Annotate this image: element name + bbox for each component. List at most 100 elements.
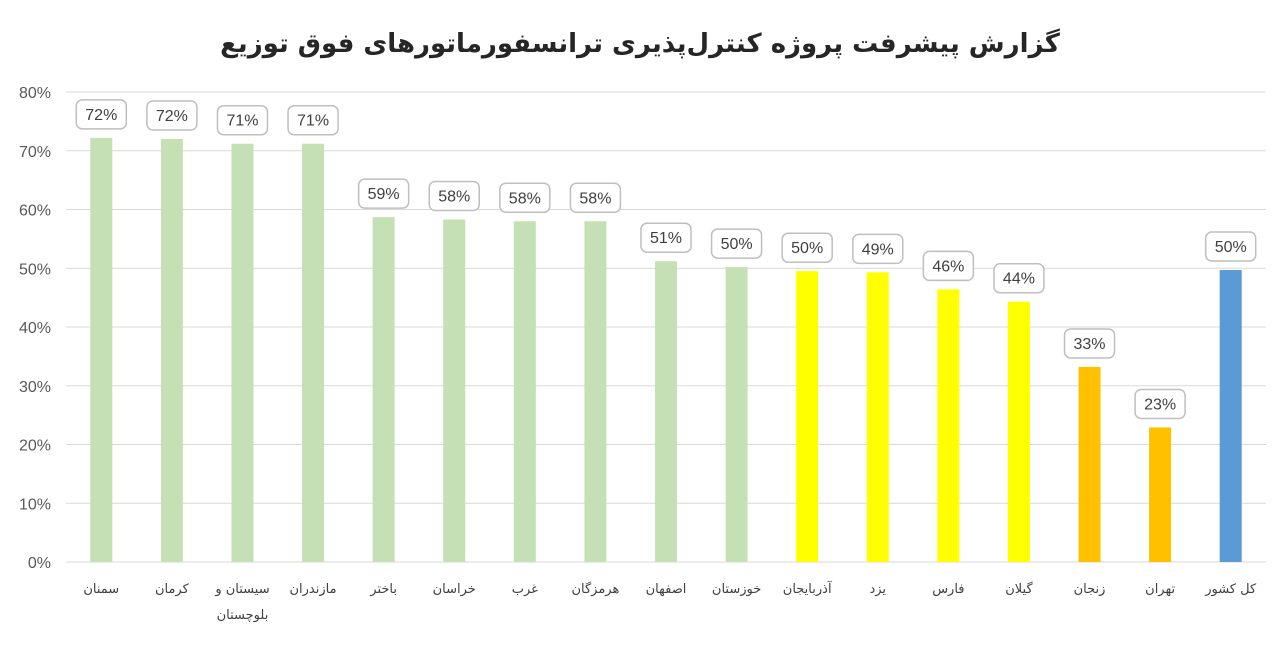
data-label-text: 23% [1144, 396, 1176, 413]
data-label: 50% [710, 228, 763, 259]
data-label: 51% [640, 222, 692, 253]
data-label-text: 44% [1003, 271, 1035, 288]
data-label-box [640, 222, 692, 253]
data-label-text: 59% [368, 186, 400, 203]
chart-title: گزارش پیشرفت پروژه کنترل‌پذیری ترانسفورم… [220, 28, 1061, 59]
data-label-box [146, 100, 198, 131]
data-label: 58% [428, 180, 480, 212]
data-label-box [1063, 328, 1116, 359]
x-category-label: یزد [869, 582, 886, 597]
data-label-box [781, 232, 833, 263]
data-label-box [357, 178, 410, 209]
y-tick-label: 30% [19, 379, 51, 396]
x-category-label: فارس [932, 582, 964, 597]
data-label-box [75, 99, 128, 130]
bar [937, 289, 960, 562]
data-label-box [216, 104, 269, 136]
data-label-text: 50% [1215, 239, 1247, 256]
data-label-text: 71% [226, 113, 258, 130]
x-category-label: خراسان [433, 582, 476, 597]
data-label: 23% [1134, 388, 1186, 420]
x-category-label: تهران [1145, 582, 1175, 597]
data-label: 71% [287, 104, 339, 136]
data-label-text: 72% [85, 107, 117, 124]
data-label: 49% [852, 233, 904, 265]
bar [231, 143, 254, 562]
x-category-label: گیلان [1005, 581, 1033, 597]
data-label-box [287, 104, 339, 136]
data-label-text: 72% [156, 108, 188, 125]
data-label-text: 46% [932, 258, 964, 275]
data-label-text: 58% [438, 188, 470, 205]
bar [372, 217, 395, 562]
data-label-box [710, 228, 763, 259]
bar [1219, 270, 1242, 562]
data-label: 33% [1063, 328, 1116, 359]
bar [584, 221, 607, 562]
bar [443, 219, 466, 563]
data-label: 46% [922, 250, 975, 282]
data-label-text: 49% [862, 241, 894, 258]
y-tick-label: 40% [19, 320, 51, 337]
y-axis-ticks: 0% 10% 20% 30% 40% 50% 60% 70% 80% [19, 85, 51, 572]
x-category-label: هرمزگان [571, 581, 619, 597]
bars [90, 137, 1242, 563]
data-label-box [428, 180, 480, 212]
bar [90, 137, 113, 562]
y-tick-label: 80% [19, 85, 51, 102]
bar [302, 143, 325, 562]
bar [655, 261, 677, 562]
x-category-label: سمنان [83, 582, 119, 597]
data-label: 59% [357, 178, 410, 209]
data-label: 58% [499, 182, 551, 213]
y-tick-label: 70% [19, 144, 51, 161]
data-label-text: 71% [297, 113, 329, 130]
x-category-label: سیستان و بلوچستان [214, 582, 269, 623]
x-category-label: اصفهان [646, 582, 687, 597]
data-label-text: 50% [721, 236, 753, 253]
bar [725, 267, 748, 562]
data-label: 50% [781, 232, 833, 263]
data-label: 50% [1204, 231, 1257, 262]
data-label-box [569, 182, 622, 213]
data-labels: 72% 72% 71% 71% 59% 58% 58% 58% 51% 50% 50% 49% 46% 4… [75, 99, 1257, 420]
bar [1007, 301, 1030, 562]
data-label-text: 51% [650, 230, 682, 247]
bar [160, 139, 183, 562]
data-label-box [852, 233, 904, 265]
x-category-label: غرب [512, 582, 538, 597]
data-label-text: 33% [1074, 336, 1106, 353]
data-label-text: 58% [579, 190, 611, 207]
bar [1149, 427, 1172, 562]
x-category-label: مازندران [290, 582, 337, 597]
y-tick-label: 60% [19, 203, 51, 220]
data-label-text: 58% [509, 190, 541, 207]
y-tick-label: 0% [28, 555, 51, 572]
y-tick-label: 50% [19, 261, 51, 278]
x-category-label: زنجان [1074, 582, 1106, 597]
x-category-label: کرمان [155, 582, 190, 597]
data-label: 58% [569, 182, 622, 213]
data-label-text: 50% [791, 240, 823, 257]
data-label: 71% [216, 104, 269, 136]
data-label-box [1204, 231, 1257, 262]
x-category-label: خوزستان [712, 582, 761, 597]
x-axis-categories: سمنان کرمان سیستان و بلوچستان مازندران باختر خ… [83, 580, 1257, 623]
y-tick-label: 20% [19, 438, 51, 455]
bar [796, 271, 819, 562]
data-label: 72% [75, 99, 128, 130]
data-label: 44% [993, 262, 1045, 294]
data-label: 72% [146, 100, 198, 131]
bar [866, 272, 889, 562]
y-tick-label: 10% [19, 496, 51, 513]
bar [513, 221, 536, 562]
data-label-box [1134, 388, 1186, 420]
data-label-box [499, 182, 551, 213]
x-category-label: کل کشور [1204, 582, 1257, 597]
data-label-box [993, 262, 1045, 294]
x-category-label: باختر [369, 582, 397, 597]
data-label-box [922, 250, 975, 282]
bar [1078, 366, 1101, 562]
